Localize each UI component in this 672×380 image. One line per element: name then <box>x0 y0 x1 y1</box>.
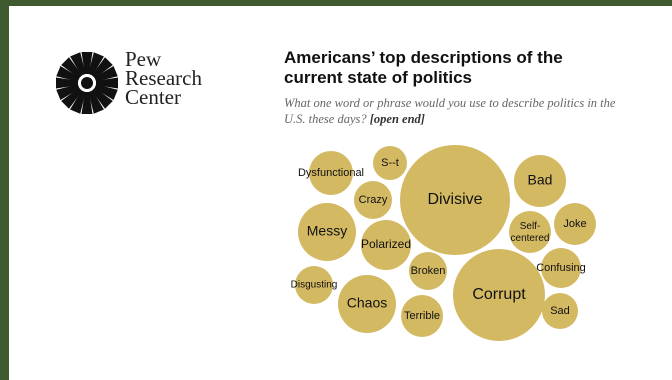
bubble-terrible <box>401 295 443 337</box>
sunburst-ray <box>94 84 118 100</box>
bubble-sad <box>542 293 578 329</box>
bubble-label-divisive: Divisive <box>427 191 482 208</box>
bubble-label-bad: Bad <box>528 172 553 188</box>
bubble-crazy <box>354 181 392 219</box>
sunburst-ray <box>91 57 113 79</box>
question-text: What one word or phrase would you use to… <box>284 96 616 126</box>
bubble-self-centered <box>509 211 551 253</box>
bubble-confusing <box>541 248 581 288</box>
bubble-corrupt <box>453 249 545 341</box>
bubble-polarized <box>361 220 411 270</box>
bubble-label-self-centered: Self-centered <box>511 221 550 244</box>
bubble-label-joke: Joke <box>563 218 586 230</box>
sunburst-ray <box>94 66 118 82</box>
logo-line-3: Center <box>125 85 181 109</box>
bubble-chaos <box>338 275 396 333</box>
bubble-s-t <box>373 146 407 180</box>
bubble-label-broken: Broken <box>411 265 446 277</box>
bubble-messy <box>298 203 356 261</box>
sunburst-ray <box>88 52 104 76</box>
open-end-note: [open end] <box>369 112 425 126</box>
bubble-label-disgusting: Disgusting <box>291 280 338 291</box>
bubble-label-confusing: Confusing <box>536 262 586 274</box>
chart-subtitle: What one word or phrase would you use to… <box>284 95 624 127</box>
sunburst-ray <box>61 57 83 79</box>
bubble-label-chaos: Chaos <box>347 295 387 311</box>
logo-wordmark: Pew Research Center <box>125 47 202 109</box>
sunburst-ray <box>56 66 80 82</box>
logo-line-1: Pew <box>125 47 162 71</box>
sunburst-ray <box>88 90 104 114</box>
sunburst-center <box>81 77 93 89</box>
sunburst-ray <box>91 87 113 109</box>
bubble-label-messy: Messy <box>307 223 347 239</box>
bubble-label-polarized: Polarized <box>361 237 411 251</box>
bubble-broken <box>409 252 447 290</box>
bubble-label-crazy: Crazy <box>359 194 388 206</box>
bubble-divisive <box>400 145 510 255</box>
bubble-joke <box>554 203 596 245</box>
chart-title: Americans’ top descriptions of the curre… <box>284 48 563 87</box>
bubble-label-sad: Sad <box>550 305 570 317</box>
bubble-label-terrible: Terrible <box>404 310 440 322</box>
bubble-bad <box>514 155 566 207</box>
bubble-label-corrupt: Corrupt <box>472 286 526 303</box>
sunburst-ray <box>61 87 83 109</box>
logo-line-2: Research <box>125 66 202 90</box>
bubble-label-s-t: S--t <box>381 157 399 169</box>
pew-sunburst-icon <box>56 52 118 114</box>
sunburst-ray <box>70 52 86 76</box>
sunburst-ray <box>56 84 80 100</box>
bubble-label-dysfunctional: Dysfunctional <box>298 167 364 179</box>
bubble-dysfunctional <box>309 151 353 195</box>
sunburst-ray <box>70 90 86 114</box>
bubble-disgusting <box>295 266 333 304</box>
pew-logo: Pew Research Center <box>54 47 224 114</box>
